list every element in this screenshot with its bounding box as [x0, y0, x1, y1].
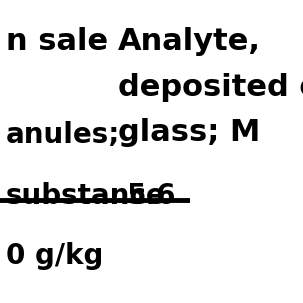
Text: Analyte,: Analyte, — [118, 27, 261, 56]
Text: anules;: anules; — [6, 121, 120, 149]
Text: glass; M: glass; M — [118, 118, 260, 147]
Text: 0 g/kg: 0 g/kg — [6, 242, 103, 270]
Text: n sale: n sale — [6, 27, 108, 56]
Text: deposited o: deposited o — [118, 73, 303, 102]
Text: 5.6: 5.6 — [127, 182, 177, 210]
Text: substance: substance — [6, 182, 165, 210]
